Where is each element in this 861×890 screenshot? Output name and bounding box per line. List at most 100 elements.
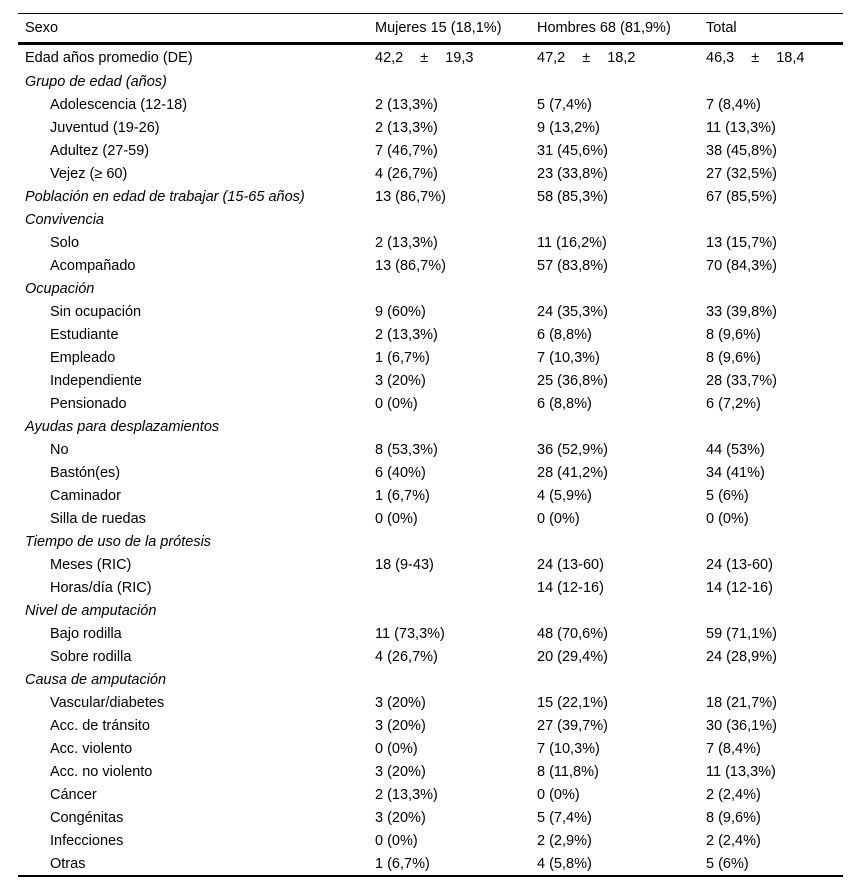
table-row: Nivel de amputación <box>18 599 843 622</box>
row-label: Acompañado <box>50 257 136 274</box>
row-label: Otras <box>50 855 86 872</box>
table-row: Ocupación <box>18 277 843 300</box>
cell-total: 14 (12-16) <box>706 579 773 596</box>
table-row: Acompañado 13 (86,7%) 57 (83,8%) 70 (84,… <box>18 254 843 277</box>
cell-total: 34 (41%) <box>706 464 765 481</box>
cell-hombres: 23 (33,8%) <box>537 165 608 182</box>
row-label: Independiente <box>50 372 142 389</box>
cell-mujeres <box>375 668 537 691</box>
table-row: Ayudas para desplazamientos <box>18 415 843 438</box>
cell-total: 8 (9,6%) <box>706 349 761 366</box>
cell-mujeres: 9 (60%) <box>375 303 426 320</box>
cell-mujeres <box>375 208 537 231</box>
cell-total: 18 (21,7%) <box>706 694 777 711</box>
cell-mujeres: 1 (6,7%) <box>375 487 430 504</box>
column-header-hombres: Hombres 68 (81,9%) <box>537 13 706 45</box>
cell-hombres: 6 (8,8%) <box>537 326 592 343</box>
row-label: Causa de amputación <box>25 671 167 688</box>
table-row: Causa de amputación <box>18 668 843 691</box>
cell-total: 2 (2,4%) <box>706 832 761 849</box>
cell-total <box>706 530 843 553</box>
cell-mujeres: 13 (86,7%) <box>375 257 446 274</box>
row-label: Cáncer <box>50 786 97 803</box>
cell-hombres <box>537 415 706 438</box>
cell-mujeres: 2 (13,3%) <box>375 119 438 136</box>
row-label: Convivencia <box>25 211 104 228</box>
row-label: Grupo de edad (años) <box>25 73 167 90</box>
row-label: Juventud (19-26) <box>50 119 160 136</box>
cell-mujeres: 42,2 ± 19,3 <box>375 49 474 66</box>
cell-hombres: 5 (7,4%) <box>537 96 592 113</box>
cell-total: 8 (9,6%) <box>706 809 761 826</box>
row-label: Silla de ruedas <box>50 510 146 527</box>
cell-mujeres <box>375 599 537 622</box>
table-row: Caminador 1 (6,7%) 4 (5,9%) 5 (6%) <box>18 484 843 507</box>
cell-total: 46,3 ± 18,4 <box>706 49 805 66</box>
row-label: Acc. de tránsito <box>50 717 150 734</box>
row-label: Estudiante <box>50 326 119 343</box>
table-row: Solo 2 (13,3%) 11 (16,2%) 13 (15,7%) <box>18 231 843 254</box>
table-row: Bajo rodilla 11 (73,3%) 48 (70,6%) 59 (7… <box>18 622 843 645</box>
cell-mujeres: 3 (20%) <box>375 809 426 826</box>
cell-total: 6 (7,2%) <box>706 395 761 412</box>
table-row: Tiempo de uso de la prótesis <box>18 530 843 553</box>
cell-mujeres: 18 (9-43) <box>375 556 434 573</box>
table-row: Acc. de tránsito 3 (20%) 27 (39,7%) 30 (… <box>18 714 843 737</box>
cell-hombres: 0 (0%) <box>537 786 580 803</box>
column-header-total: Total <box>706 13 843 45</box>
cell-hombres: 11 (16,2%) <box>537 234 607 251</box>
cell-total: 0 (0%) <box>706 510 749 527</box>
table-row: Adultez (27-59) 7 (46,7%) 31 (45,6%) 38 … <box>18 139 843 162</box>
cell-hombres: 48 (70,6%) <box>537 625 608 642</box>
cell-mujeres: 8 (53,3%) <box>375 441 438 458</box>
cell-hombres <box>537 277 706 300</box>
row-label: Vejez (≥ 60) <box>50 165 128 182</box>
cell-hombres: 15 (22,1%) <box>537 694 608 711</box>
row-label: Acc. no violento <box>50 763 153 780</box>
table-row: No 8 (53,3%) 36 (52,9%) 44 (53%) <box>18 438 843 461</box>
cell-total: 28 (33,7%) <box>706 372 777 389</box>
row-label: Sin ocupación <box>50 303 142 320</box>
table-row: Otras 1 (6,7%) 4 (5,8%) 5 (6%) <box>18 852 843 876</box>
table-row: Vascular/diabetes 3 (20%) 15 (22,1%) 18 … <box>18 691 843 714</box>
cell-mujeres <box>375 70 537 93</box>
cell-hombres: 5 (7,4%) <box>537 809 592 826</box>
cell-mujeres: 2 (13,3%) <box>375 786 438 803</box>
cell-total: 7 (8,4%) <box>706 740 761 757</box>
cell-hombres <box>537 530 706 553</box>
table-row: Sobre rodilla 4 (26,7%) 20 (29,4%) 24 (2… <box>18 645 843 668</box>
cell-hombres: 20 (29,4%) <box>537 648 608 665</box>
cell-hombres <box>537 668 706 691</box>
cell-hombres: 28 (41,2%) <box>537 464 608 481</box>
cell-total: 7 (8,4%) <box>706 96 761 113</box>
cell-total <box>706 599 843 622</box>
row-label: No <box>50 441 69 458</box>
row-label: Sobre rodilla <box>50 648 132 665</box>
cell-mujeres: 7 (46,7%) <box>375 142 438 159</box>
cell-hombres: 4 (5,9%) <box>537 487 592 504</box>
cell-mujeres: 2 (13,3%) <box>375 326 438 343</box>
cell-hombres: 57 (83,8%) <box>537 257 608 274</box>
cell-hombres: 58 (85,3%) <box>537 188 608 205</box>
cell-hombres <box>537 70 706 93</box>
cell-mujeres: 3 (20%) <box>375 694 426 711</box>
cell-hombres: 7 (10,3%) <box>537 349 600 366</box>
row-label: Horas/día (RIC) <box>50 579 152 596</box>
cell-mujeres <box>375 530 537 553</box>
cell-mujeres: 2 (13,3%) <box>375 234 438 251</box>
row-label: Meses (RIC) <box>50 556 132 573</box>
cell-total: 38 (45,8%) <box>706 142 777 159</box>
cell-hombres: 9 (13,2%) <box>537 119 600 136</box>
cell-mujeres: 2 (13,3%) <box>375 96 438 113</box>
cell-mujeres: 6 (40%) <box>375 464 426 481</box>
cell-total: 44 (53%) <box>706 441 765 458</box>
row-label: Tiempo de uso de la prótesis <box>25 533 212 550</box>
cell-mujeres <box>375 576 537 599</box>
row-label: Caminador <box>50 487 121 504</box>
cell-mujeres: 3 (20%) <box>375 372 426 389</box>
table-row: Cáncer 2 (13,3%) 0 (0%) 2 (2,4%) <box>18 783 843 806</box>
cell-hombres: 31 (45,6%) <box>537 142 608 159</box>
cell-total: 27 (32,5%) <box>706 165 777 182</box>
cell-mujeres: 4 (26,7%) <box>375 648 438 665</box>
column-header-mujeres: Mujeres 15 (18,1%) <box>375 13 537 45</box>
